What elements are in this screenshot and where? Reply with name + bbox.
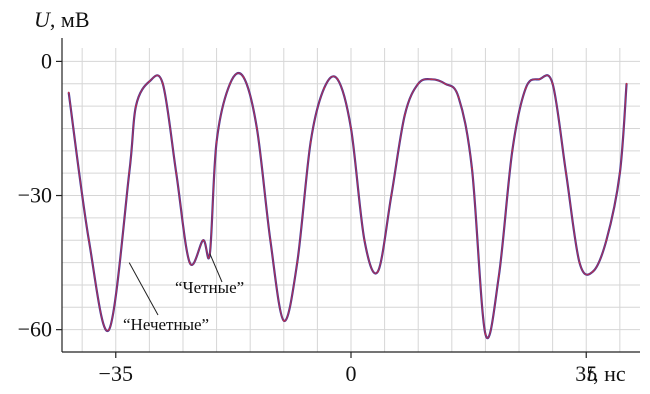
data-point-odd bbox=[377, 271, 379, 273]
data-point-odd bbox=[128, 172, 130, 174]
data-point-odd bbox=[135, 105, 137, 107]
data-point-odd bbox=[485, 333, 487, 335]
series bbox=[68, 73, 628, 338]
y-tick-label: 0 bbox=[41, 48, 52, 73]
x-axis-unit: , нс bbox=[593, 361, 626, 386]
data-point-odd bbox=[471, 168, 473, 170]
data-point-odd bbox=[605, 239, 607, 241]
data-point-odd bbox=[108, 329, 110, 331]
y-tick-label: −30 bbox=[18, 183, 52, 208]
data-point-odd bbox=[323, 87, 325, 89]
data-point-odd bbox=[417, 83, 419, 85]
data-point-odd bbox=[444, 83, 446, 85]
series-line-odd bbox=[69, 73, 627, 338]
data-point-odd bbox=[498, 275, 500, 277]
data-point-odd bbox=[458, 96, 460, 98]
data-point-odd bbox=[175, 172, 177, 174]
data-point-odd bbox=[538, 78, 540, 80]
data-point-odd bbox=[216, 141, 218, 143]
annotations: “Четные” “Нечетные” bbox=[123, 254, 244, 334]
data-point-odd bbox=[565, 172, 567, 174]
y-axis-unit: , мВ bbox=[50, 7, 90, 32]
data-point-odd bbox=[148, 81, 150, 83]
annotation-label: “Нечетные” bbox=[123, 315, 209, 334]
data-point-odd bbox=[626, 83, 628, 85]
data-point-odd bbox=[68, 92, 70, 94]
data-point-odd bbox=[283, 320, 285, 322]
data-point-odd bbox=[337, 78, 339, 80]
data-point-odd bbox=[619, 172, 621, 174]
data-point-odd bbox=[256, 128, 258, 130]
data-point-odd bbox=[350, 128, 352, 130]
data-point-odd bbox=[269, 239, 271, 241]
data-point-odd bbox=[579, 262, 581, 264]
data-point-odd bbox=[243, 76, 245, 78]
data-point-odd bbox=[404, 114, 406, 116]
data-point-odd bbox=[431, 78, 433, 80]
data-point-odd bbox=[592, 271, 594, 273]
data-point-odd bbox=[88, 239, 90, 241]
data-point-odd bbox=[310, 141, 312, 143]
y-axis-title: U, мВ bbox=[34, 7, 90, 32]
data-point-odd bbox=[511, 150, 513, 152]
x-tick-label: −35 bbox=[99, 361, 133, 386]
annotation-label: “Четные” bbox=[175, 278, 244, 297]
data-point-odd bbox=[525, 87, 527, 89]
x-axis-title: t, нс bbox=[587, 361, 626, 386]
data-point-odd bbox=[390, 195, 392, 197]
data-point-odd bbox=[296, 262, 298, 264]
y-tick-label: −60 bbox=[18, 317, 52, 342]
data-point-odd bbox=[552, 83, 554, 85]
data-point-odd bbox=[364, 239, 366, 241]
data-point-odd bbox=[229, 83, 231, 85]
grid bbox=[62, 48, 640, 352]
data-point-odd bbox=[162, 83, 164, 85]
data-point-odd bbox=[189, 262, 191, 264]
data-point-odd bbox=[202, 239, 204, 241]
x-tick-label: 0 bbox=[346, 361, 357, 386]
